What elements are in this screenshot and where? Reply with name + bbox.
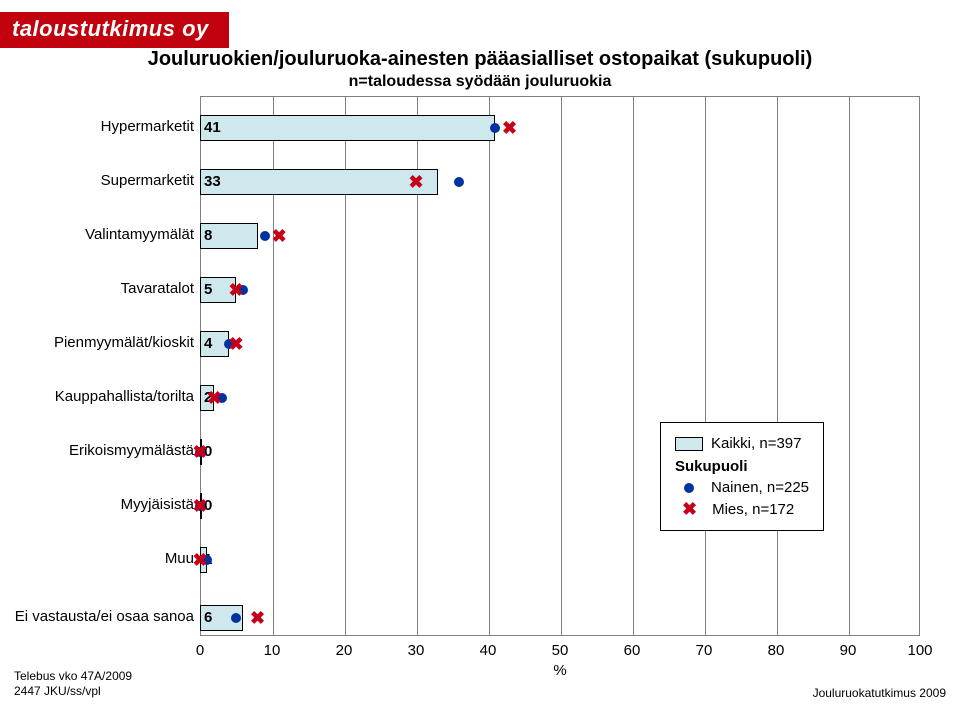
category-label: Tavaratalot bbox=[0, 280, 194, 297]
legend-box: Kaikki, n=397 Sukupuoli Nainen, n=225 ✖ … bbox=[660, 422, 824, 531]
chart-area: Hypermarketit41✖Supermarketit33✖Valintam… bbox=[0, 96, 960, 656]
category-label: Ei vastausta/ei osaa sanoa bbox=[0, 608, 194, 625]
x-tick-label: 100 bbox=[907, 642, 932, 659]
bar-row: Muu1✖ bbox=[0, 546, 920, 576]
marker-mies: ✖ bbox=[408, 173, 423, 191]
bar-value-label: 33 bbox=[204, 173, 221, 190]
legend-label: Nainen, n=225 bbox=[711, 479, 809, 496]
bar-value-label: 6 bbox=[204, 609, 212, 626]
x-tick-label: 60 bbox=[624, 642, 641, 659]
chart-title: Jouluruokien/jouluruoka-ainesten pääasia… bbox=[0, 48, 960, 71]
legend-label: Mies, n=172 bbox=[712, 501, 794, 518]
x-tick-label: 80 bbox=[768, 642, 785, 659]
bar-value-label: 4 bbox=[204, 335, 212, 352]
x-tick-label: 30 bbox=[408, 642, 425, 659]
footer-line2: 2447 JKU/ss/vpl bbox=[14, 684, 132, 700]
marker-mies: ✖ bbox=[272, 227, 287, 245]
footer-right: Jouluruokatutkimus 2009 bbox=[813, 686, 946, 700]
chart-subtitle: n=taloudessa syödään jouluruokia bbox=[0, 73, 960, 91]
marker-mies: ✖ bbox=[228, 281, 243, 299]
marker-mies: ✖ bbox=[192, 443, 207, 461]
x-tick-label: 0 bbox=[196, 642, 204, 659]
marker-nainen bbox=[454, 177, 464, 187]
bar-row: Ei vastausta/ei osaa sanoa 6 ✖ bbox=[0, 604, 920, 634]
footer-line1: Telebus vko 47A/2009 bbox=[14, 669, 132, 685]
marker-mies: ✖ bbox=[192, 497, 207, 515]
bar-value-label: 41 bbox=[204, 119, 221, 136]
x-axis-label: % bbox=[553, 662, 566, 679]
legend-item-nainen: Nainen, n=225 bbox=[675, 479, 809, 496]
x-tick-label: 20 bbox=[336, 642, 353, 659]
marker-mies: ✖ bbox=[192, 551, 207, 569]
x-tick-label: 70 bbox=[696, 642, 713, 659]
marker-mies: ✖ bbox=[228, 335, 243, 353]
bar-row: Supermarketit 33 ✖ bbox=[0, 168, 920, 198]
bar-row: Tavaratalot 5 ✖ bbox=[0, 276, 920, 306]
category-label: Pienmyymälät/kioskit bbox=[0, 334, 194, 351]
bar-kaikki bbox=[200, 169, 438, 195]
bar-row: Kauppahallista/torilta2✖ bbox=[0, 384, 920, 414]
category-label: Erikoismyymälästä bbox=[0, 442, 194, 459]
brand-logo: taloustutkimus oy bbox=[0, 12, 229, 48]
bar-row: Pienmyymälät/kioskit 4 ✖ bbox=[0, 330, 920, 360]
marker-nainen bbox=[490, 123, 500, 133]
marker-mies: ✖ bbox=[502, 119, 517, 137]
x-tick-label: 50 bbox=[552, 642, 569, 659]
bar-value-label: 5 bbox=[204, 281, 212, 298]
legend-group-title: Sukupuoli bbox=[675, 458, 809, 475]
x-tick-label: 40 bbox=[480, 642, 497, 659]
category-label: Hypermarketit bbox=[0, 118, 194, 135]
marker-nainen bbox=[260, 231, 270, 241]
category-label: Supermarketit bbox=[0, 172, 194, 189]
legend-label: Kaikki, n=397 bbox=[711, 435, 801, 452]
legend-item-mies: ✖ Mies, n=172 bbox=[675, 500, 809, 518]
legend-item-kaikki: Kaikki, n=397 bbox=[675, 435, 809, 452]
marker-nainen bbox=[231, 613, 241, 623]
bar-kaikki bbox=[200, 115, 495, 141]
category-label: Kauppahallista/torilta bbox=[0, 388, 194, 405]
marker-mies: ✖ bbox=[207, 389, 222, 407]
bar-row: Hypermarketit 41 ✖ bbox=[0, 114, 920, 144]
category-label: Valintamyymälät bbox=[0, 226, 194, 243]
bar-value-label: 8 bbox=[204, 227, 212, 244]
category-label: Myyjäisistä bbox=[0, 496, 194, 513]
bar-row: Valintamyymälät 8 ✖ bbox=[0, 222, 920, 252]
category-label: Muu bbox=[0, 550, 194, 567]
footer-left: Telebus vko 47A/2009 2447 JKU/ss/vpl bbox=[14, 669, 132, 700]
x-tick-label: 10 bbox=[264, 642, 281, 659]
marker-mies: ✖ bbox=[250, 609, 265, 627]
x-tick-label: 90 bbox=[840, 642, 857, 659]
